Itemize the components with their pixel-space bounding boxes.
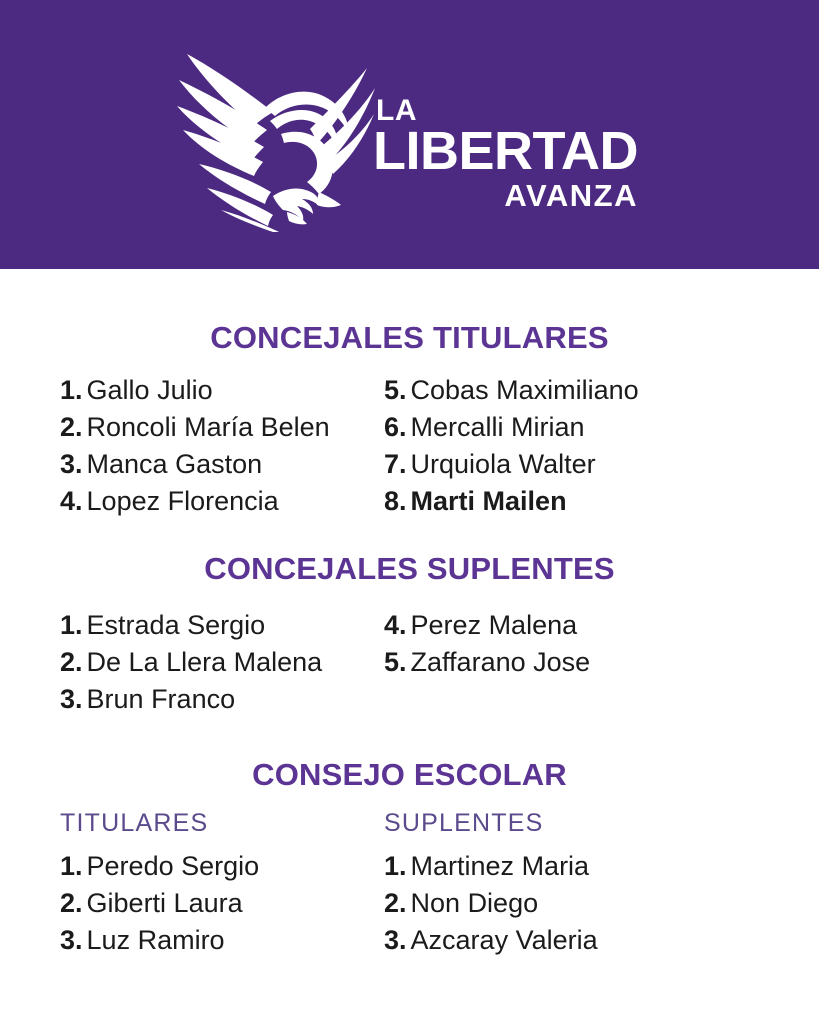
- heading-consejo-escolar: CONSEJO ESCOLAR: [252, 757, 567, 792]
- column-right: SUPLENTES 1. Martinez Maria 2. Non Diego 3. A…: [377, 809, 759, 959]
- heading-concejales-suplentes: CONCEJALES SUPLENTES: [204, 551, 615, 586]
- list-item-number: 3.: [60, 449, 83, 479]
- list-item-number: 8.: [384, 486, 407, 516]
- section-concejales-titulares: 1. Gallo Julio 2. Roncoli María Belen 3. Manc…: [0, 372, 819, 520]
- list-item-name: Perez Malena: [410, 610, 578, 640]
- list-item: 1. Peredo Sergio: [60, 848, 377, 885]
- list-item-name: Luz Ramiro: [86, 925, 225, 955]
- list-item-name: Roncoli María Belen: [86, 412, 330, 442]
- list-item: 6. Mercalli Mirian: [384, 409, 759, 446]
- list-item: 3. Brun Franco: [60, 681, 377, 718]
- list-item-name: Gallo Julio: [86, 375, 213, 405]
- list-item-name: Manca Gaston: [86, 449, 263, 479]
- subheading-escolar-suplentes: SUPLENTES: [384, 809, 544, 837]
- list-item: 2. Giberti Laura: [60, 885, 377, 922]
- section-consejo-escolar: TITULARES 1. Peredo Sergio 2. Giberti Laura…: [0, 809, 819, 959]
- list-concejales-titulares-left: 1. Gallo Julio 2. Roncoli María Belen 3. Manc…: [60, 372, 377, 520]
- list-item-name: Azcaray Valeria: [410, 925, 598, 955]
- logo-line-avanza: AVANZA: [504, 178, 638, 213]
- heading-concejales-titulares: CONCEJALES TITULARES: [210, 320, 609, 355]
- list-item-number: 2.: [60, 412, 83, 442]
- list-item-number: 5.: [384, 647, 407, 677]
- list-item-number: 3.: [60, 925, 83, 955]
- column-left: 1. Estrada Sergio 2. De La Llera Malena 3. Br…: [0, 607, 377, 718]
- list-concejales-titulares-right: 5. Cobas Maximiliano 6. Mercalli Mirian 7. Ur…: [384, 372, 759, 520]
- list-item-number: 7.: [384, 449, 407, 479]
- list-item-name: Zaffarano Jose: [410, 647, 591, 677]
- list-item-number: 2.: [60, 888, 83, 918]
- list-item-name: Martinez Maria: [410, 851, 590, 881]
- list-item-number: 3.: [384, 925, 407, 955]
- list-item-name: Marti Mailen: [410, 486, 567, 516]
- list-item-number: 2.: [60, 647, 83, 677]
- list-item-name: Giberti Laura: [86, 888, 243, 918]
- list-item-number: 1.: [60, 851, 83, 881]
- list-item-name: Lopez Florencia: [86, 486, 279, 516]
- list-item: 3. Azcaray Valeria: [384, 922, 759, 959]
- party-logo: LA LIBERTAD AVANZA: [169, 42, 638, 232]
- column-left: 1. Gallo Julio 2. Roncoli María Belen 3. Manc…: [0, 372, 377, 520]
- list-item: 5. Cobas Maximiliano: [384, 372, 759, 409]
- list-item-name: Cobas Maximiliano: [410, 375, 639, 405]
- subheading-escolar-titulares: TITULARES: [60, 809, 209, 837]
- list-item-number: 4.: [60, 486, 83, 516]
- list-item-name: Brun Franco: [86, 684, 236, 714]
- list-item: 5. Zaffarano Jose: [384, 644, 759, 681]
- column-left: TITULARES 1. Peredo Sergio 2. Giberti Laura…: [0, 809, 377, 959]
- section-concejales-suplentes: 1. Estrada Sergio 2. De La Llera Malena 3. Br…: [0, 607, 819, 718]
- list-item: 2. Roncoli María Belen: [60, 409, 377, 446]
- list-item: 7. Urquiola Walter: [384, 446, 759, 483]
- list-item-number: 1.: [60, 375, 83, 405]
- candidate-list-content: CONCEJALES TITULARES 1. Gallo Julio 2. Ronc…: [0, 320, 819, 959]
- list-item-name: Non Diego: [410, 888, 539, 918]
- list-item: 3. Luz Ramiro: [60, 922, 377, 959]
- list-item: 2. Non Diego: [384, 885, 759, 922]
- logo-line-libertad: LIBERTAD: [373, 121, 638, 181]
- list-item-name: De La Llera Malena: [86, 647, 323, 677]
- list-item: 4. Perez Malena: [384, 607, 759, 644]
- list-item-name: Mercalli Mirian: [410, 412, 585, 442]
- list-concejales-suplentes-right: 4. Perez Malena 5. Zaffarano Jose: [384, 607, 759, 681]
- list-item: 3. Manca Gaston: [60, 446, 377, 483]
- column-right: 5. Cobas Maximiliano 6. Mercalli Mirian 7. Ur…: [377, 372, 759, 520]
- list-item: 1. Estrada Sergio: [60, 607, 377, 644]
- list-item-number: 2.: [384, 888, 407, 918]
- list-consejo-escolar-suplentes: 1. Martinez Maria 2. Non Diego 3. Azcaray Val…: [384, 848, 759, 959]
- list-concejales-suplentes-left: 1. Estrada Sergio 2. De La Llera Malena 3. Br…: [60, 607, 377, 718]
- logo-wordmark: LA LIBERTAD AVANZA: [373, 94, 638, 213]
- list-consejo-escolar-titulares: 1. Peredo Sergio 2. Giberti Laura 3. Luz Rami…: [60, 848, 377, 959]
- eagle-icon: [169, 42, 379, 232]
- list-item-name: Peredo Sergio: [86, 851, 260, 881]
- list-item-number: 1.: [384, 851, 407, 881]
- list-item-number: 5.: [384, 375, 407, 405]
- list-item: 8. Marti Mailen: [384, 483, 759, 520]
- column-right: 4. Perez Malena 5. Zaffarano Jose: [377, 607, 759, 681]
- list-item: 2. De La Llera Malena: [60, 644, 377, 681]
- list-item: 1. Martinez Maria: [384, 848, 759, 885]
- list-item-number: 3.: [60, 684, 83, 714]
- logo-line-la: LA: [376, 94, 417, 127]
- list-item: 4. Lopez Florencia: [60, 483, 377, 520]
- list-item-name: Urquiola Walter: [410, 449, 596, 479]
- list-item-name: Estrada Sergio: [86, 610, 266, 640]
- list-item-number: 1.: [60, 610, 83, 640]
- list-item: 1. Gallo Julio: [60, 372, 377, 409]
- list-item-number: 4.: [384, 610, 407, 640]
- brand-header-band: LA LIBERTAD AVANZA: [0, 0, 819, 269]
- list-item-number: 6.: [384, 412, 407, 442]
